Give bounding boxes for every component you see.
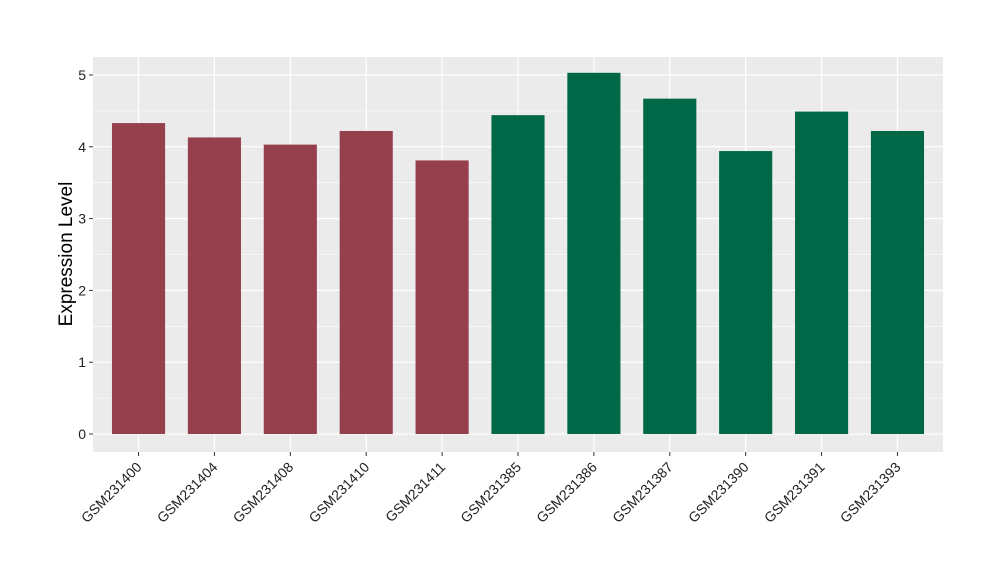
x-axis: GSM231400 GSM231404 GSM231408 GSM231410 GSM2… xyxy=(78,452,904,526)
y-tick-label: 4 xyxy=(78,139,86,155)
bar-GSM231410 xyxy=(339,130,393,435)
bar-GSM231390 xyxy=(719,151,773,435)
y-tick-label: 3 xyxy=(78,211,86,227)
x-tick-label: GSM231385 xyxy=(457,459,524,526)
x-tick-label: GSM231387 xyxy=(609,459,676,526)
bar-GSM231393 xyxy=(870,130,925,435)
y-tick-label: 1 xyxy=(78,354,86,370)
bars-group xyxy=(111,72,925,435)
x-tick-label: GSM231400 xyxy=(78,459,145,526)
x-tick-label: GSM231390 xyxy=(685,459,752,526)
y-axis: 0 1 2 3 4 5 xyxy=(78,67,93,442)
x-tick-label: GSM231391 xyxy=(761,459,828,526)
bar-GSM231404 xyxy=(187,137,241,435)
bar-GSM231408 xyxy=(263,144,317,435)
x-tick-label: GSM231393 xyxy=(837,459,904,526)
x-tick-label: GSM231386 xyxy=(533,459,600,526)
bar-GSM231387 xyxy=(643,98,697,435)
x-tick-label: GSM231411 xyxy=(382,459,448,525)
y-axis-title: Expression Level xyxy=(56,182,77,327)
bar-GSM231400 xyxy=(111,123,166,435)
bar-GSM231391 xyxy=(795,111,849,435)
x-tick-label: GSM231408 xyxy=(230,459,297,526)
bar-GSM231411 xyxy=(415,160,469,435)
x-tick-label: GSM231404 xyxy=(154,459,221,526)
y-tick-label: 0 xyxy=(78,426,86,442)
bar-GSM231386 xyxy=(567,72,621,435)
y-tick-label: 5 xyxy=(78,67,86,83)
bar-GSM231385 xyxy=(491,115,545,435)
y-tick-label: 2 xyxy=(78,282,86,298)
x-tick-label: GSM231410 xyxy=(305,459,372,526)
